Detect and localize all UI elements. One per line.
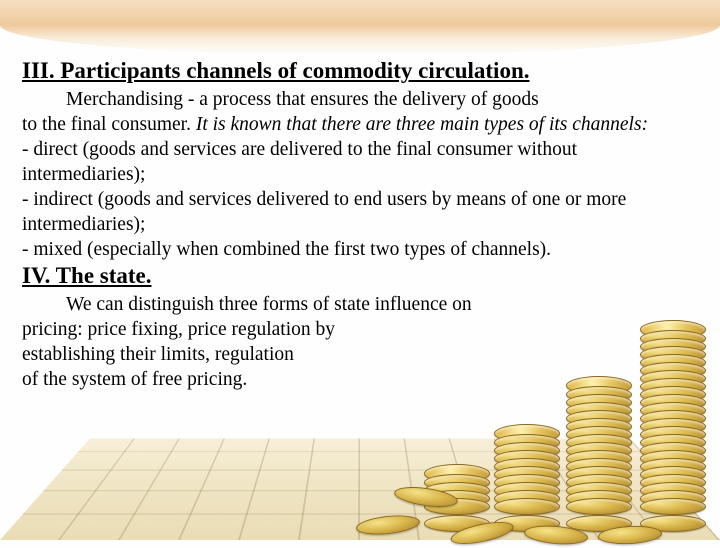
text-line: to the final consumer.: [22, 114, 196, 135]
paragraph-section-4: We can distinguish three forms of state …: [22, 293, 692, 393]
heading-section-3: III. Participants channels of commodity …: [22, 58, 692, 84]
bullet-mixed: - mixed (especially when combined the fi…: [22, 239, 551, 260]
bullet-direct: - direct (goods and services are deliver…: [22, 139, 577, 185]
text-line: establishing their limits, regulation: [22, 344, 294, 365]
heading-section-4: IV. The state.: [22, 263, 692, 289]
text-line: pricing: price fixing, price regulation …: [22, 319, 335, 340]
text-line: of the system of free pricing.: [22, 369, 247, 390]
coin-stack: [566, 385, 632, 532]
text-line: We can distinguish three forms of state …: [22, 293, 692, 318]
paragraph-section-3: Merchandising - a process that ensures t…: [22, 88, 692, 263]
text-italic: It is known that there are three main ty…: [196, 114, 648, 135]
coin-stack: [494, 433, 560, 532]
bullet-indirect: - indirect (goods and services delivered…: [22, 189, 626, 235]
text-line: Merchandising - a process that ensures t…: [22, 88, 692, 113]
slide-content: III. Participants channels of commodity …: [0, 0, 720, 392]
